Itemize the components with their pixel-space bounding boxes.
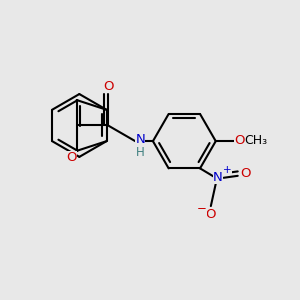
Text: N: N <box>213 171 223 184</box>
Text: −: − <box>197 202 207 215</box>
Text: O: O <box>240 167 251 180</box>
Text: O: O <box>103 80 113 93</box>
Text: O: O <box>206 208 216 221</box>
Text: O: O <box>67 151 77 164</box>
Text: N: N <box>135 133 145 146</box>
Text: CH₃: CH₃ <box>244 134 268 147</box>
Text: +: + <box>223 165 232 175</box>
Text: O: O <box>234 134 245 147</box>
Text: H: H <box>136 146 145 159</box>
